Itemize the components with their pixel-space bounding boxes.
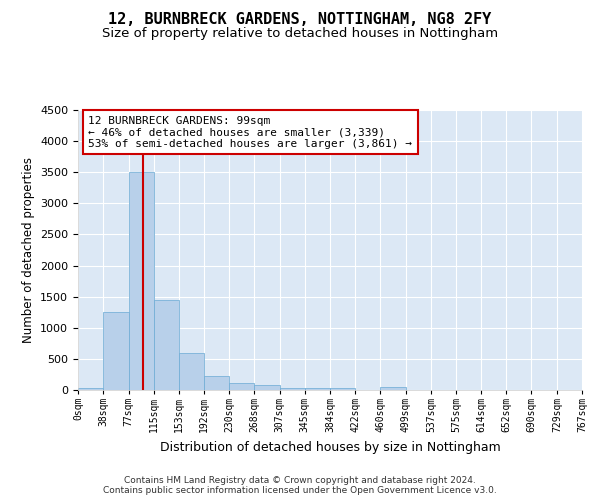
Bar (103, 312, 128, 390)
Text: 12 BURNBRECK GARDENS: 99sqm
← 46% of detached houses are smaller (3,339)
53% of : 12 BURNBRECK GARDENS: 99sqm ← 46% of det… (88, 116, 412, 149)
Bar (204, 376, 229, 390)
Bar (305, 388, 331, 390)
Bar (380, 387, 406, 390)
Bar (179, 352, 204, 390)
Text: Size of property relative to detached houses in Nottingham: Size of property relative to detached ho… (102, 28, 498, 40)
Bar (254, 386, 280, 390)
Text: Contains HM Land Registry data © Crown copyright and database right 2024.
Contai: Contains HM Land Registry data © Crown c… (103, 476, 497, 495)
Y-axis label: Number of detached properties: Number of detached properties (22, 157, 35, 343)
Bar (331, 388, 355, 390)
Text: Distribution of detached houses by size in Nottingham: Distribution of detached houses by size … (160, 441, 500, 454)
Bar (128, 172, 154, 390)
Bar (229, 383, 254, 390)
Bar (154, 300, 179, 390)
Bar (280, 388, 305, 390)
Bar (78, 388, 103, 390)
Text: 12, BURNBRECK GARDENS, NOTTINGHAM, NG8 2FY: 12, BURNBRECK GARDENS, NOTTINGHAM, NG8 2… (109, 12, 491, 28)
